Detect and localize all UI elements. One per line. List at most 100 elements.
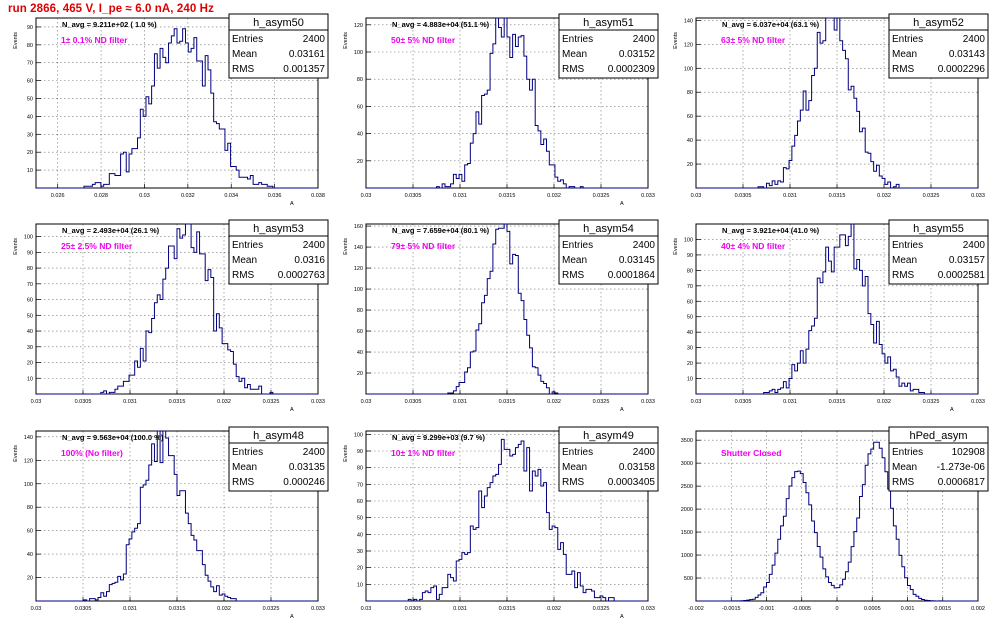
x-tick-label: 0.031 bbox=[453, 606, 467, 612]
stats-box-frame bbox=[228, 219, 329, 285]
histogram-svg: 0.03 0.0305 0.031 0.0315 0.032 0.0325 0.033 10 2… bbox=[673, 219, 989, 413]
stats-row-label: RMS bbox=[892, 270, 915, 281]
histogram-panel-h_asym48: 0.03 0.0305 0.031 0.0315 0.032 0.0325 0.033 20 4… bbox=[8, 426, 329, 623]
filter-label: 63± 5% ND filter bbox=[721, 35, 786, 45]
stats-row-label: Mean bbox=[892, 49, 917, 60]
stats-box: h_asym55 Entries 2400 Mean 0.03157 RMS 0.00025… bbox=[888, 219, 989, 285]
histogram-line bbox=[366, 17, 648, 189]
y-tick-label: 20 bbox=[27, 361, 33, 367]
y-tick-label: 50 bbox=[27, 97, 33, 103]
x-tick-label: 0.0325 bbox=[593, 606, 610, 612]
y-tick-label: 40 bbox=[687, 138, 693, 144]
x-tick-label: 0.0015 bbox=[934, 606, 951, 612]
stats-row-value: 0.03152 bbox=[619, 49, 656, 60]
stats-box-frame bbox=[228, 426, 329, 492]
x-tick-label: 0.03 bbox=[691, 193, 702, 199]
y-tick-label: 20 bbox=[687, 162, 693, 168]
stats-row-label: Mean bbox=[892, 462, 917, 473]
y-tick-label: 3500 bbox=[681, 438, 693, 444]
x-tick-label: 0.0325 bbox=[263, 606, 280, 612]
stats-row-label: Mean bbox=[232, 462, 257, 473]
y-tick-label: 500 bbox=[684, 576, 693, 582]
histogram-line bbox=[36, 28, 318, 189]
x-tick-label: 0.0315 bbox=[169, 606, 186, 612]
x-tick-label: 0.0305 bbox=[735, 399, 752, 405]
stats-row-value: -1.273e-06 bbox=[937, 462, 986, 473]
y-tick-label: 20 bbox=[357, 159, 363, 165]
stats-box-title: h_asym48 bbox=[253, 430, 304, 442]
page-title: run 2866, 465 V, I_pe ≈ 6.0 nA, 240 Hz bbox=[8, 3, 214, 15]
y-tick-label: 100 bbox=[684, 66, 693, 72]
stats-box-title: h_asym54 bbox=[583, 223, 634, 235]
stats-row-value: 0.0002296 bbox=[938, 64, 986, 75]
stats-row-value: 0.0003405 bbox=[608, 477, 656, 488]
x-tick-label: 0.03 bbox=[139, 193, 150, 199]
x-axis-label: A bbox=[620, 201, 624, 207]
histogram-svg: -0.002 -0.0015 -0.001 -0.0005 0 0.0005 0.001 0.… bbox=[681, 426, 989, 612]
filter-label: 50± 5% ND filter bbox=[391, 35, 456, 45]
stats-box: h_asym50 Entries 2400 Mean 0.03161 RMS 0.00135… bbox=[228, 13, 329, 79]
y-axis-label: Events bbox=[343, 32, 349, 49]
stats-box-frame bbox=[558, 426, 659, 492]
x-tick-label: 0.0305 bbox=[75, 399, 92, 405]
x-tick-label: -0.002 bbox=[688, 606, 704, 612]
y-tick-label: 80 bbox=[687, 90, 693, 96]
x-tick-label: 0.0325 bbox=[593, 399, 610, 405]
y-tick-label: 100 bbox=[24, 482, 33, 488]
x-tick-label: 0.03 bbox=[361, 606, 372, 612]
stats-box-frame bbox=[558, 13, 659, 79]
x-tick-label: 0.0315 bbox=[829, 193, 846, 199]
stats-row-label: RMS bbox=[892, 64, 915, 75]
y-tick-label: 40 bbox=[357, 350, 363, 356]
y-tick-label: 30 bbox=[687, 346, 693, 352]
histogram-line bbox=[366, 438, 648, 602]
stats-box: hPed_asym Entries 102908 Mean -1.273e-06 RMS 0… bbox=[888, 426, 989, 492]
y-tick-label: 30 bbox=[27, 132, 33, 138]
y-tick-label: 20 bbox=[27, 150, 33, 156]
stats-row-label: Entries bbox=[232, 447, 263, 458]
y-axis-label: Events bbox=[343, 445, 349, 462]
stats-box-frame bbox=[228, 13, 329, 79]
stats-row-label: Mean bbox=[562, 462, 587, 473]
y-axis-label: Events bbox=[13, 32, 19, 49]
stats-box-frame bbox=[888, 426, 989, 492]
histogram-svg: 0.03 0.0305 0.031 0.0315 0.032 0.0325 0.033 10 2… bbox=[13, 219, 329, 413]
stats-row-value: 0.0002581 bbox=[938, 270, 986, 281]
stats-box-frame bbox=[888, 219, 989, 285]
y-tick-label: 80 bbox=[27, 505, 33, 511]
y-tick-label: 70 bbox=[27, 282, 33, 288]
stats-row-label: Entries bbox=[892, 240, 923, 251]
y-axis-label: Events bbox=[13, 445, 19, 462]
x-tick-label: 0.0315 bbox=[499, 399, 516, 405]
x-axis-label: A bbox=[620, 614, 624, 620]
y-tick-label: 60 bbox=[687, 114, 693, 120]
y-tick-label: 2000 bbox=[681, 507, 693, 513]
x-tick-label: 0.0315 bbox=[499, 606, 516, 612]
y-axis-label: Events bbox=[13, 238, 19, 255]
x-tick-label: 0.033 bbox=[971, 399, 985, 405]
y-tick-label: 20 bbox=[357, 566, 363, 572]
stats-row-label: Entries bbox=[892, 447, 923, 458]
filter-label: 40± 4% ND filter bbox=[721, 241, 786, 251]
y-tick-label: 40 bbox=[357, 132, 363, 138]
y-axis-label: Events bbox=[343, 238, 349, 255]
navg-label: N_avg = 3.921e+04 (41.0 %) bbox=[722, 226, 820, 235]
x-tick-label: 0.0315 bbox=[499, 193, 516, 199]
x-tick-label: 0.03 bbox=[31, 606, 42, 612]
navg-label: N_avg = 4.883e+04 (51.1 %) bbox=[392, 20, 490, 29]
x-tick-label: 0.031 bbox=[123, 399, 137, 405]
y-tick-label: 3000 bbox=[681, 461, 693, 467]
y-tick-label: 50 bbox=[357, 516, 363, 522]
y-axis-label: Events bbox=[673, 238, 679, 255]
stats-box: h_asym49 Entries 2400 Mean 0.03158 RMS 0.00034… bbox=[558, 426, 659, 492]
stats-box-title: h_asym53 bbox=[253, 223, 304, 235]
y-tick-label: 50 bbox=[687, 315, 693, 321]
stats-row-value: 2400 bbox=[633, 447, 656, 458]
stats-row-value: 2400 bbox=[633, 34, 656, 45]
histogram-line bbox=[696, 17, 978, 189]
y-tick-label: 120 bbox=[684, 42, 693, 48]
x-tick-label: 0.033 bbox=[641, 606, 655, 612]
x-tick-label: 0.0325 bbox=[923, 193, 940, 199]
y-axis-label: Events bbox=[673, 32, 679, 49]
stats-row-label: RMS bbox=[562, 270, 585, 281]
